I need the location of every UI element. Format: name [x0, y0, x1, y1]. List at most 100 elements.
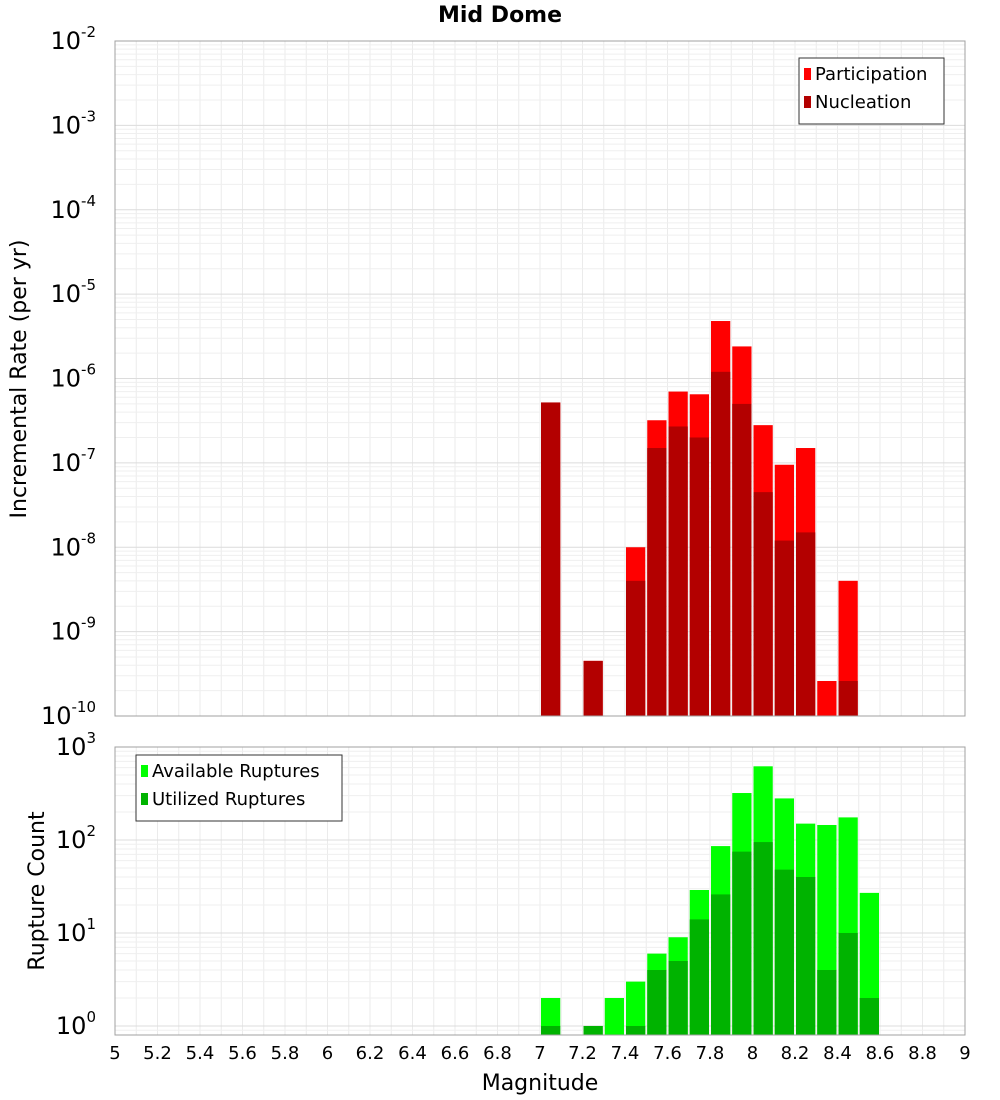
- legend-swatch: [141, 793, 148, 805]
- y-tick-base: 10: [56, 1012, 87, 1040]
- x-tick-label: 7: [534, 1043, 545, 1064]
- y-tick-label: 101: [56, 915, 96, 947]
- x-tick-label: 5.8: [271, 1043, 300, 1064]
- y-tick-label: 10-3: [50, 107, 96, 139]
- y-tick-exponent: -6: [81, 361, 96, 379]
- bottom-y-axis-label: Rupture Count: [25, 811, 50, 971]
- x-tick-label: 6.2: [356, 1043, 385, 1064]
- y-tick-label: 10-2: [50, 23, 96, 55]
- x-tick-label: 8.2: [781, 1043, 810, 1064]
- legend-box: [135, 754, 343, 822]
- bar: [689, 919, 709, 1035]
- y-tick-label: 102: [56, 822, 96, 854]
- x-tick-label: 8.6: [866, 1043, 895, 1064]
- y-tick-label: 103: [56, 729, 96, 761]
- x-tick-label: 5.6: [228, 1043, 257, 1064]
- x-axis-label: Magnitude: [482, 1071, 599, 1096]
- y-tick-base: 10: [50, 533, 81, 561]
- legend-swatch: [141, 765, 148, 777]
- bar: [711, 894, 731, 1035]
- y-tick-label: 10-7: [50, 445, 96, 477]
- bar: [796, 532, 816, 716]
- series-utilized-ruptures: [541, 842, 879, 1035]
- y-tick-exponent: 1: [86, 915, 96, 933]
- x-tick-label: 6.4: [398, 1043, 427, 1064]
- bar: [753, 492, 773, 716]
- grid: [114, 40, 966, 717]
- x-tick-label: 6.6: [441, 1043, 470, 1064]
- y-tick-exponent: -3: [81, 107, 96, 125]
- y-tick-exponent: 2: [86, 822, 96, 840]
- y-tick-base: 10: [50, 280, 81, 308]
- bar: [668, 426, 688, 716]
- y-tick-base: 10: [50, 27, 81, 55]
- y-tick-base: 10: [50, 618, 81, 646]
- y-tick-label: 10-9: [50, 614, 96, 646]
- y-tick-base: 10: [50, 365, 81, 393]
- x-tick-label: 7.2: [568, 1043, 597, 1064]
- bar: [647, 448, 667, 716]
- y-tick-label: 10-6: [50, 361, 96, 393]
- x-tick-label: 6.8: [483, 1043, 512, 1064]
- x-tick-label: 7.4: [611, 1043, 640, 1064]
- y-tick-base: 10: [56, 919, 87, 947]
- x-tick-label: 7.8: [696, 1043, 725, 1064]
- chart-title: Mid Dome: [438, 3, 562, 28]
- series-nucleation: [541, 371, 858, 716]
- x-tick-label: 5.4: [186, 1043, 215, 1064]
- bar: [583, 660, 603, 716]
- y-tick-exponent: -7: [81, 445, 96, 463]
- y-tick-exponent: -2: [81, 23, 96, 41]
- plot-frame: [114, 746, 966, 1036]
- bar: [817, 680, 837, 716]
- y-tick-label: 10-8: [50, 529, 96, 561]
- x-tick-label: 5: [109, 1043, 120, 1064]
- x-tick-label: 8.4: [823, 1043, 852, 1064]
- top-plot-area: 10-1010-910-810-710-610-510-410-310-2Par…: [41, 23, 966, 730]
- bar: [711, 371, 731, 716]
- bar: [626, 1025, 646, 1035]
- bar: [732, 403, 752, 716]
- legend-label: Available Ruptures: [152, 761, 320, 782]
- legend-label: Utilized Ruptures: [152, 789, 305, 810]
- x-tick-labels: 5 5.2 5.4 5.6 5.8 6 6.2 6.4 6.6 6.8 7 7.2 7.4 7.6 7.8 8…: [109, 1043, 970, 1064]
- y-tick-label: 10-4: [50, 192, 96, 224]
- bar: [859, 997, 879, 1035]
- x-tick-label: 6: [322, 1043, 333, 1064]
- bar: [626, 580, 646, 716]
- legend[interactable]: Available Ruptures Utilized Ruptures: [135, 754, 343, 822]
- y-tick-exponent: -4: [81, 192, 96, 210]
- y-tick-base: 10: [56, 826, 87, 854]
- y-tick-exponent: 3: [86, 729, 96, 747]
- bar: [668, 960, 688, 1035]
- legend-label: Participation: [815, 64, 927, 85]
- y-tick-exponent: 0: [86, 1008, 96, 1026]
- bar: [583, 1025, 603, 1035]
- y-tick-label: 100: [56, 1008, 96, 1040]
- legend-swatch: [804, 96, 811, 108]
- y-tick-base: 10: [50, 111, 81, 139]
- bar: [774, 869, 794, 1035]
- legend-swatch: [804, 68, 811, 80]
- x-tick-label: 7.6: [653, 1043, 682, 1064]
- y-tick-exponent: -5: [81, 276, 96, 294]
- bar: [647, 969, 667, 1035]
- legend-label: Nucleation: [815, 92, 911, 113]
- x-tick-label: 8: [747, 1043, 758, 1064]
- y-tick-base: 10: [56, 733, 87, 761]
- bar: [774, 540, 794, 716]
- y-tick-base: 10: [50, 449, 81, 477]
- bar: [732, 851, 752, 1035]
- y-tick-label: 10-10: [41, 698, 96, 730]
- y-tick-base: 10: [50, 196, 81, 224]
- bar: [541, 997, 561, 1035]
- legend-box: [798, 57, 945, 125]
- legend[interactable]: Participation Nucleation: [798, 57, 945, 125]
- bar: [817, 969, 837, 1035]
- x-tick-label: 5.2: [143, 1043, 172, 1064]
- y-tick-exponent: -10: [72, 698, 97, 716]
